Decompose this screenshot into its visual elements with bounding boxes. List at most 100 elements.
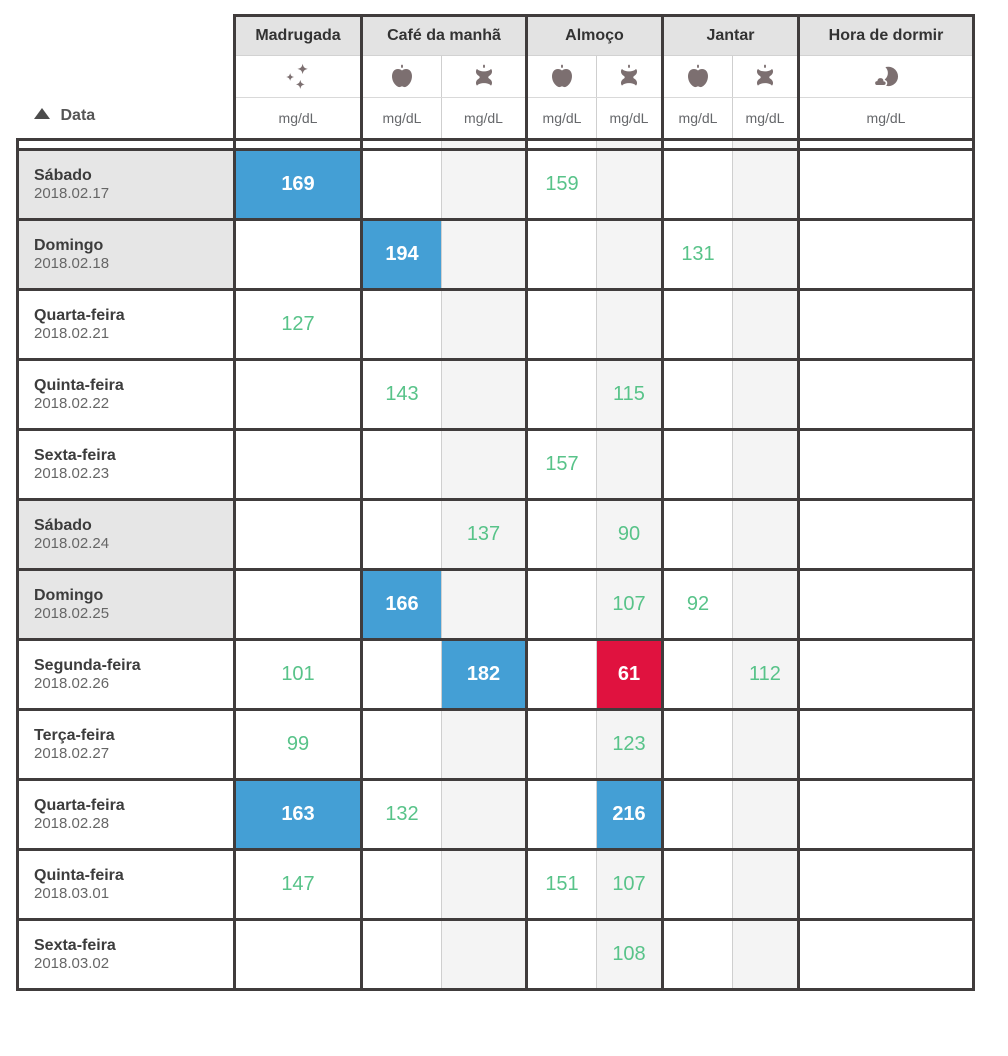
reading-almoco-depois[interactable]: 107 xyxy=(596,849,663,921)
reading-jantar-depois[interactable]: 112 xyxy=(732,639,799,711)
empty-cell-cafe-da-manha-antes[interactable] xyxy=(360,919,442,991)
empty-cell-almoco-antes[interactable] xyxy=(525,919,597,991)
empty-cell-madrugada[interactable] xyxy=(233,499,362,571)
empty-cell-cafe-da-manha-depois[interactable] xyxy=(441,289,527,361)
reading-cafe-da-manha-depois[interactable]: 182 xyxy=(441,639,527,711)
empty-cell-hora-de-dormir[interactable] xyxy=(797,919,975,991)
empty-cell-almoco-depois[interactable] xyxy=(596,149,663,221)
empty-cell-hora-de-dormir[interactable] xyxy=(797,709,975,781)
reading-almoco-depois[interactable]: 108 xyxy=(596,919,663,991)
reading-cafe-da-manha-antes[interactable]: 143 xyxy=(360,359,442,431)
empty-cell-jantar-antes[interactable] xyxy=(661,639,733,711)
empty-cell-cafe-da-manha-antes[interactable] xyxy=(360,429,442,501)
empty-cell-jantar-antes[interactable] xyxy=(661,289,733,361)
empty-cell-madrugada[interactable] xyxy=(233,429,362,501)
empty-cell-jantar-antes[interactable] xyxy=(661,499,733,571)
empty-cell-almoco-antes[interactable] xyxy=(525,499,597,571)
reading-madrugada[interactable]: 163 xyxy=(233,779,362,851)
sparkles-icon xyxy=(233,55,362,98)
empty-cell-almoco-antes[interactable] xyxy=(525,779,597,851)
reading-almoco-depois[interactable]: 123 xyxy=(596,709,663,781)
reading-cafe-da-manha-antes[interactable]: 132 xyxy=(360,779,442,851)
empty-cell-almoco-depois[interactable] xyxy=(596,219,663,291)
reading-madrugada[interactable]: 169 xyxy=(233,149,362,221)
empty-cell-hora-de-dormir[interactable] xyxy=(797,569,975,641)
empty-cell-cafe-da-manha-depois[interactable] xyxy=(441,219,527,291)
empty-cell-almoco-antes[interactable] xyxy=(525,359,597,431)
reading-almoco-antes[interactable]: 151 xyxy=(525,849,597,921)
empty-cell-cafe-da-manha-depois[interactable] xyxy=(441,359,527,431)
empty-cell-cafe-da-manha-antes[interactable] xyxy=(360,709,442,781)
empty-cell-almoco-depois[interactable] xyxy=(596,429,663,501)
empty-cell-cafe-da-manha-depois[interactable] xyxy=(441,849,527,921)
empty-cell-cafe-da-manha-depois[interactable] xyxy=(441,919,527,991)
reading-cafe-da-manha-antes[interactable]: 166 xyxy=(360,569,442,641)
reading-jantar-antes[interactable]: 92 xyxy=(661,569,733,641)
reading-cafe-da-manha-depois[interactable]: 137 xyxy=(441,499,527,571)
empty-cell-madrugada[interactable] xyxy=(233,359,362,431)
empty-cell-cafe-da-manha-antes[interactable] xyxy=(360,849,442,921)
empty-cell-jantar-antes[interactable] xyxy=(661,149,733,221)
empty-cell-cafe-da-manha-depois[interactable] xyxy=(441,569,527,641)
empty-cell-jantar-depois[interactable] xyxy=(732,429,799,501)
reading-almoco-depois[interactable]: 107 xyxy=(596,569,663,641)
empty-cell-jantar-antes[interactable] xyxy=(661,849,733,921)
empty-cell-hora-de-dormir[interactable] xyxy=(797,429,975,501)
empty-cell-cafe-da-manha-depois[interactable] xyxy=(441,779,527,851)
empty-cell-jantar-antes[interactable] xyxy=(661,359,733,431)
empty-cell-jantar-antes[interactable] xyxy=(661,919,733,991)
empty-cell-hora-de-dormir[interactable] xyxy=(797,639,975,711)
empty-cell-jantar-depois[interactable] xyxy=(732,569,799,641)
empty-cell-hora-de-dormir[interactable] xyxy=(797,289,975,361)
empty-cell-jantar-antes[interactable] xyxy=(661,429,733,501)
empty-cell-jantar-antes[interactable] xyxy=(661,709,733,781)
empty-cell-jantar-depois[interactable] xyxy=(732,709,799,781)
empty-cell-jantar-depois[interactable] xyxy=(732,779,799,851)
reading-jantar-antes[interactable]: 131 xyxy=(661,219,733,291)
reading-madrugada[interactable]: 127 xyxy=(233,289,362,361)
empty-cell-jantar-antes[interactable] xyxy=(661,779,733,851)
reading-almoco-depois[interactable]: 61 xyxy=(596,639,663,711)
empty-cell-cafe-da-manha-antes[interactable] xyxy=(360,639,442,711)
empty-cell-hora-de-dormir[interactable] xyxy=(797,499,975,571)
empty-cell-madrugada[interactable] xyxy=(233,219,362,291)
reading-almoco-depois[interactable]: 115 xyxy=(596,359,663,431)
reading-almoco-antes[interactable]: 157 xyxy=(525,429,597,501)
empty-cell-madrugada[interactable] xyxy=(233,919,362,991)
empty-cell-jantar-depois[interactable] xyxy=(732,359,799,431)
date-column-sort-header[interactable]: Data xyxy=(17,15,236,141)
empty-cell-jantar-depois[interactable] xyxy=(732,499,799,571)
empty-cell-cafe-da-manha-antes[interactable] xyxy=(360,499,442,571)
reading-almoco-depois[interactable]: 216 xyxy=(596,779,663,851)
empty-cell-cafe-da-manha-depois[interactable] xyxy=(441,709,527,781)
empty-cell-almoco-depois[interactable] xyxy=(596,289,663,361)
log-row-2018.02.22: Quinta-feira 2018.02.22 143 115 xyxy=(16,359,975,431)
empty-cell-almoco-antes[interactable] xyxy=(525,289,597,361)
empty-cell-almoco-antes[interactable] xyxy=(525,639,597,711)
empty-cell-hora-de-dormir[interactable] xyxy=(797,849,975,921)
reading-cafe-da-manha-antes[interactable]: 194 xyxy=(360,219,442,291)
empty-cell-cafe-da-manha-depois[interactable] xyxy=(441,149,527,221)
empty-cell-cafe-da-manha-depois[interactable] xyxy=(441,429,527,501)
empty-cell-hora-de-dormir[interactable] xyxy=(797,149,975,221)
reading-madrugada[interactable]: 99 xyxy=(233,709,362,781)
reading-madrugada[interactable]: 101 xyxy=(233,639,362,711)
empty-cell-cafe-da-manha-antes[interactable] xyxy=(360,149,442,221)
empty-cell-almoco-antes[interactable] xyxy=(525,569,597,641)
empty-cell-hora-de-dormir[interactable] xyxy=(797,779,975,851)
empty-cell-almoco-antes[interactable] xyxy=(525,219,597,291)
empty-cell-jantar-depois[interactable] xyxy=(732,219,799,291)
empty-cell-jantar-depois[interactable] xyxy=(732,289,799,361)
empty-cell-cafe-da-manha-antes[interactable] xyxy=(360,289,442,361)
reading-madrugada[interactable]: 147 xyxy=(233,849,362,921)
empty-cell-almoco-antes[interactable] xyxy=(525,709,597,781)
reading-almoco-antes[interactable]: 159 xyxy=(525,149,597,221)
empty-cell-hora-de-dormir[interactable] xyxy=(797,219,975,291)
empty-cell-jantar-depois[interactable] xyxy=(732,849,799,921)
day-name: Quarta-feira xyxy=(34,307,125,324)
empty-cell-jantar-depois[interactable] xyxy=(732,149,799,221)
empty-cell-madrugada[interactable] xyxy=(233,569,362,641)
empty-cell-hora-de-dormir[interactable] xyxy=(797,359,975,431)
reading-almoco-depois[interactable]: 90 xyxy=(596,499,663,571)
empty-cell-jantar-depois[interactable] xyxy=(732,919,799,991)
